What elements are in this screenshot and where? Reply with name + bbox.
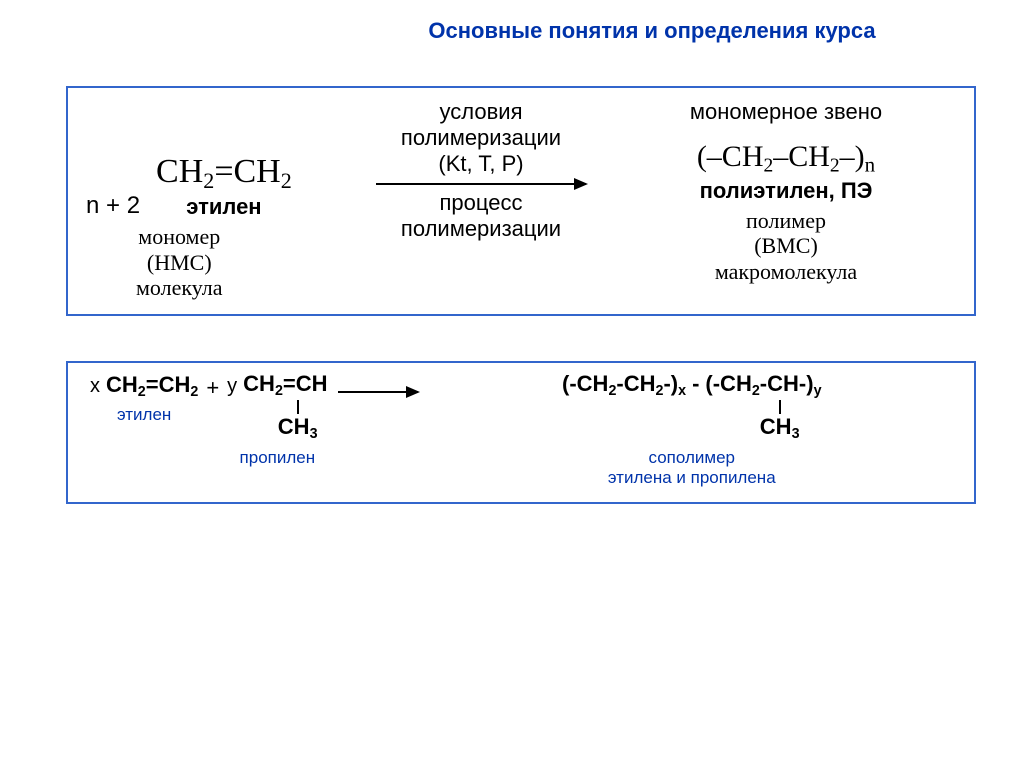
reagent-propylene: y CH2=CH CH3 пропилен (227, 373, 327, 468)
anno-polymer: полимер (715, 208, 857, 233)
anno-molecule: молекула (136, 275, 223, 300)
reaction-box-2: x CH2=CH2 этилен + y CH2=CH CH3 пропилен (66, 361, 976, 504)
page-title: Основные понятия и определения курса (300, 18, 1004, 44)
anno-monomer: мономер (136, 224, 223, 249)
reagent-ethylene: x CH2=CH2 этилен (90, 373, 198, 425)
product-right-top: (-CH2-CH-)y (705, 373, 821, 398)
bond-bar-2 (779, 400, 781, 414)
anno-nmc: (НМС) (136, 250, 223, 275)
bond-bar-1 (297, 400, 299, 414)
proc-line1: процесс (440, 191, 523, 215)
cond-line3: (Kt, T, P) (438, 152, 523, 176)
polyethylene-name: полиэтилен, ПЭ (700, 178, 873, 204)
cond-line2: полимеризации (401, 126, 561, 150)
copolymer-label-1: сополимер (649, 448, 735, 468)
product-left: (-CH2-CH2-)x (562, 373, 686, 398)
box1-right: мономерное звено (–CH2–CH2–)n полиэтилен… (616, 100, 956, 284)
monomer-unit-label: мономерное звено (690, 100, 882, 124)
box1-left: n + 2 CH2=CH2 этилен мономер (НМС) молек… (86, 100, 346, 300)
ethylene-name: этилен (186, 194, 261, 220)
product-ch3: CH3 (760, 416, 800, 441)
propylene-ch3: CH3 (278, 416, 318, 441)
ethylene-label: этилен (117, 405, 171, 425)
reaction-arrow-2 (338, 391, 418, 393)
plus-sign: + (206, 375, 219, 401)
proc-line2: полимеризации (401, 217, 561, 241)
copolymer-label-2: этилена и пропилена (608, 468, 776, 488)
polyethylene-formula: (–CH2–CH2–)n (697, 142, 875, 176)
reaction-arrow-1 (376, 183, 586, 185)
coeff-y: y (227, 375, 237, 398)
product-dash: - (692, 373, 699, 395)
propylene-formula-top: CH2=CH (243, 373, 327, 398)
anno-vmc: (ВМС) (715, 233, 857, 258)
reaction-box-1: n + 2 CH2=CH2 этилен мономер (НМС) молек… (66, 86, 976, 316)
coeff-x: x (90, 375, 100, 398)
coeff-n: n + 2 (86, 192, 140, 220)
ethylene-formula: CH2=CH2 (156, 155, 292, 192)
product-copolymer: (-CH2-CH2-)x - (-CH2-CH-)y CH3 сополимер… (428, 373, 956, 488)
cond-line1: условия (440, 100, 523, 124)
box1-middle: условия полимеризации (Kt, T, P) процесс… (346, 100, 616, 243)
anno-macromolecule: макромолекула (715, 259, 857, 284)
ethylene-formula-2: CH2=CH2 (106, 374, 198, 399)
propylene-label: пропилен (240, 448, 316, 468)
